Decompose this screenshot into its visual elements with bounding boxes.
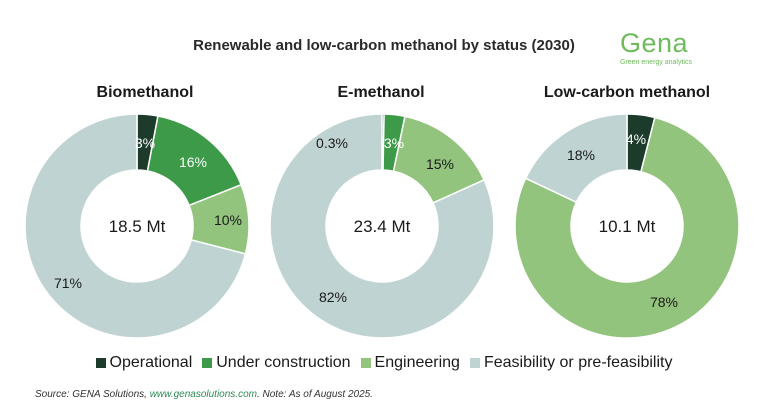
- logo-wordmark: Gena: [620, 28, 689, 58]
- source-note: Source: GENA Solutions, www.genasolution…: [35, 389, 373, 400]
- donut-1-label-feasibility: 82%: [319, 289, 347, 305]
- donut-2-segment-engineering: [514, 116, 740, 339]
- legend-item-operational: Operational: [95, 354, 193, 372]
- donut-1-label-under-construction: 3%: [384, 135, 404, 151]
- logo-tagline: Green energy analytics: [620, 59, 692, 66]
- e-methanol-chart-title: E-methanol: [337, 84, 425, 101]
- donut-0-label-operational: 3%: [135, 135, 155, 151]
- donut-2-label-engineering: 78%: [650, 294, 678, 310]
- donut-2-center-label: 10.1 Mt: [599, 217, 656, 236]
- donut-1-label-operational: 0.3%: [316, 135, 348, 151]
- donut-0-label-engineering: 10%: [214, 212, 242, 228]
- legend-swatch-feasibility: [469, 358, 480, 368]
- legend-swatch-under-construction: [202, 358, 213, 368]
- biomethanol-chart-title: Biomethanol: [96, 84, 194, 101]
- legend-swatch-operational: [95, 358, 106, 368]
- legend-item-feasibility: Feasibility or pre-feasibility: [469, 354, 673, 372]
- donut-2-label-feasibility: 18%: [567, 147, 595, 163]
- donut-0-label-feasibility: 71%: [54, 275, 82, 291]
- source-prefix: Source: GENA Solutions,: [35, 389, 150, 400]
- source-link[interactable]: www.genasolutions.com: [149, 389, 257, 400]
- low-carbon-methanol-chart-title: Low-carbon methanol: [543, 84, 711, 101]
- source-suffix: . Note: As of August 2025.: [256, 389, 373, 400]
- legend-swatch-engineering: [360, 358, 371, 368]
- legend-label-under-construction: Under construction: [216, 354, 351, 371]
- legend-label-feasibility: Feasibility or pre-feasibility: [483, 354, 673, 371]
- legend-label-operational: Operational: [109, 354, 193, 371]
- donut-0-segment-feasibility: [24, 113, 247, 339]
- donut-1-segment-feasibility: [269, 113, 495, 339]
- donut-1-label-engineering: 15%: [426, 156, 454, 172]
- legend-item-under-construction: Under construction: [202, 354, 351, 372]
- legend-item-engineering: Engineering: [360, 354, 460, 372]
- donut-1-center-label: 23.4 Mt: [354, 217, 411, 236]
- donut-2-segment-feasibility: [524, 113, 628, 204]
- legend-label-engineering: Engineering: [374, 354, 460, 371]
- legend: Operational Under construction Engineeri…: [0, 354, 768, 372]
- donut-2-label-operational: 4%: [626, 131, 646, 147]
- chart-main-title: Renewable and low-carbon methanol by sta…: [193, 37, 575, 54]
- donut-0-center-label: 18.5 Mt: [109, 217, 166, 236]
- gena-logo: Gena Green energy analytics: [620, 28, 730, 67]
- donut-0-label-under-construction: 16%: [179, 154, 207, 170]
